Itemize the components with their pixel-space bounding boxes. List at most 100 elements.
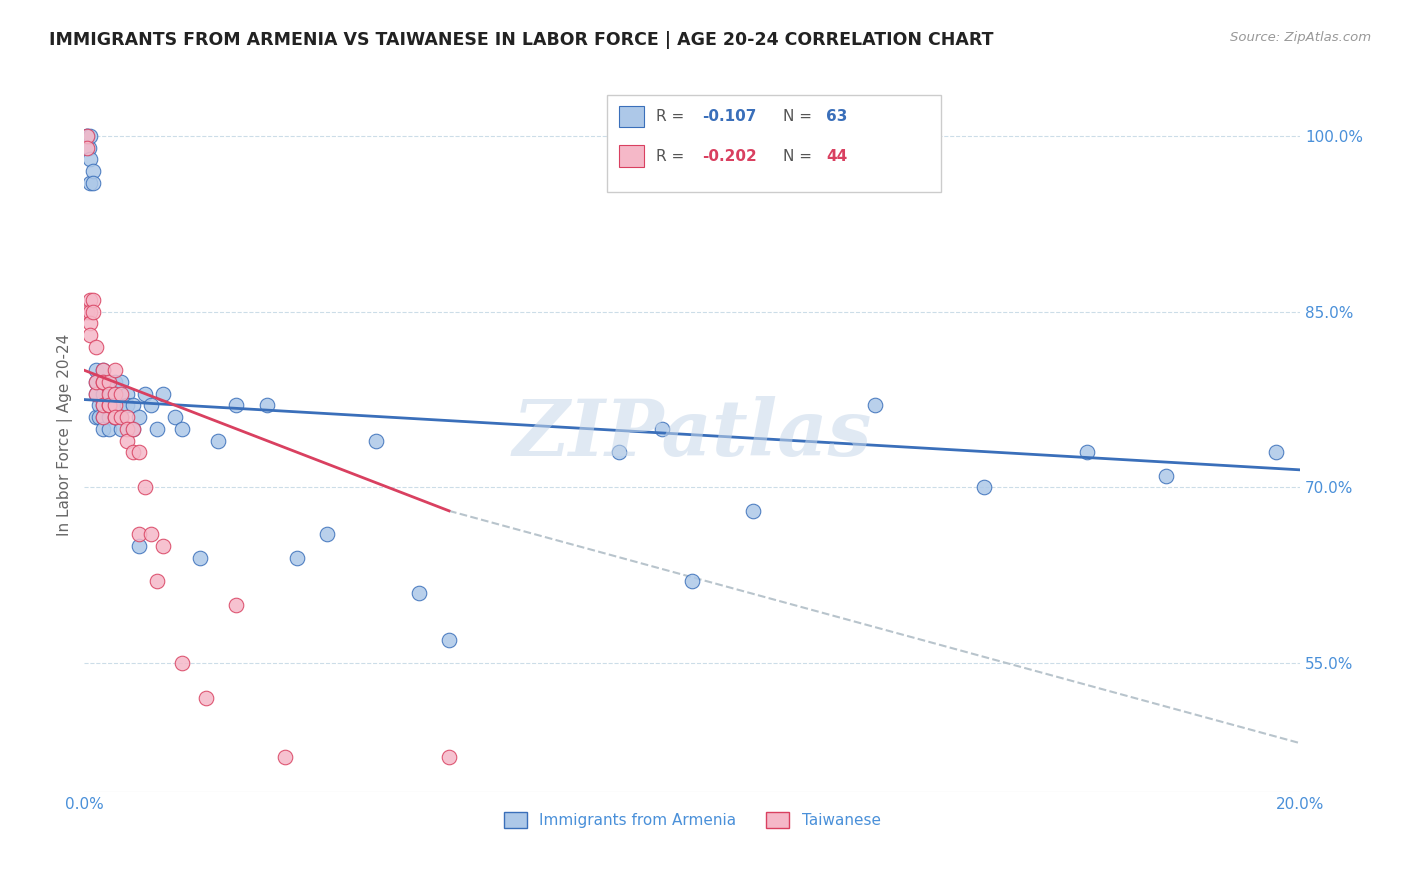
Point	[97, 375, 120, 389]
Point	[170, 656, 193, 670]
Point	[91, 375, 114, 389]
Point	[225, 399, 247, 413]
Point	[97, 399, 120, 413]
Point	[128, 410, 150, 425]
Point	[79, 328, 101, 343]
Point	[681, 574, 703, 588]
Point	[408, 586, 430, 600]
Point	[104, 399, 127, 413]
Point	[110, 410, 132, 425]
Point	[122, 422, 145, 436]
Point	[316, 527, 339, 541]
Point	[91, 386, 114, 401]
Point	[86, 386, 108, 401]
Point	[437, 749, 460, 764]
Point	[97, 399, 120, 413]
Point	[97, 375, 120, 389]
Point	[79, 304, 101, 318]
Point	[437, 632, 460, 647]
Point	[607, 445, 630, 459]
Point	[86, 340, 108, 354]
Point	[863, 399, 886, 413]
Point	[79, 293, 101, 307]
Point	[76, 128, 98, 143]
Point	[188, 550, 211, 565]
Point	[274, 749, 297, 764]
Point	[152, 386, 174, 401]
Point	[1264, 445, 1286, 459]
Point	[364, 434, 387, 448]
Point	[76, 141, 98, 155]
Bar	[619, 106, 644, 128]
Point	[79, 176, 101, 190]
Point	[115, 399, 138, 413]
Point	[110, 386, 132, 401]
Point	[165, 410, 187, 425]
Point	[141, 527, 163, 541]
Point	[91, 363, 114, 377]
Text: -0.107: -0.107	[702, 109, 756, 124]
Point	[104, 363, 127, 377]
Point	[104, 410, 127, 425]
Point	[973, 480, 995, 494]
Point	[91, 399, 114, 413]
Point	[225, 598, 247, 612]
Point	[115, 434, 138, 448]
Y-axis label: In Labor Force | Age 20-24: In Labor Force | Age 20-24	[58, 334, 73, 536]
Point	[82, 176, 104, 190]
Point	[104, 386, 127, 401]
Point	[110, 399, 132, 413]
Point	[79, 153, 101, 167]
Point	[110, 375, 132, 389]
Point	[104, 410, 127, 425]
Point	[122, 399, 145, 413]
Point	[97, 399, 120, 413]
Text: R =: R =	[655, 109, 689, 124]
Point	[91, 399, 114, 413]
Point	[79, 128, 101, 143]
Point	[285, 550, 308, 565]
Legend: Immigrants from Armenia, Taiwanese: Immigrants from Armenia, Taiwanese	[498, 806, 887, 834]
Point	[128, 445, 150, 459]
Point	[104, 399, 127, 413]
Point	[86, 386, 108, 401]
Point	[170, 422, 193, 436]
Text: 44: 44	[825, 149, 848, 163]
Point	[86, 410, 108, 425]
Point	[82, 164, 104, 178]
Point	[97, 386, 120, 401]
Point	[1076, 445, 1098, 459]
Point	[256, 399, 278, 413]
Point	[77, 141, 100, 155]
Point	[86, 375, 108, 389]
Point	[76, 304, 98, 318]
Point	[86, 363, 108, 377]
Text: -0.202: -0.202	[702, 149, 756, 163]
Point	[742, 504, 765, 518]
Point	[122, 445, 145, 459]
Point	[91, 410, 114, 425]
Point	[128, 539, 150, 553]
Point	[97, 386, 120, 401]
Point	[104, 375, 127, 389]
Point	[91, 363, 114, 377]
Point	[141, 399, 163, 413]
Point	[115, 422, 138, 436]
Point	[104, 410, 127, 425]
Point	[97, 422, 120, 436]
Text: N =: N =	[783, 149, 817, 163]
Point	[91, 375, 114, 389]
Point	[89, 410, 111, 425]
Point	[128, 527, 150, 541]
Bar	[619, 145, 644, 167]
Text: N =: N =	[783, 109, 817, 124]
Point	[89, 399, 111, 413]
FancyBboxPatch shape	[607, 95, 942, 192]
Point	[146, 422, 169, 436]
Point	[194, 691, 217, 706]
Point	[115, 410, 138, 425]
Text: 63: 63	[825, 109, 848, 124]
Point	[91, 375, 114, 389]
Point	[76, 128, 98, 143]
Point	[115, 386, 138, 401]
